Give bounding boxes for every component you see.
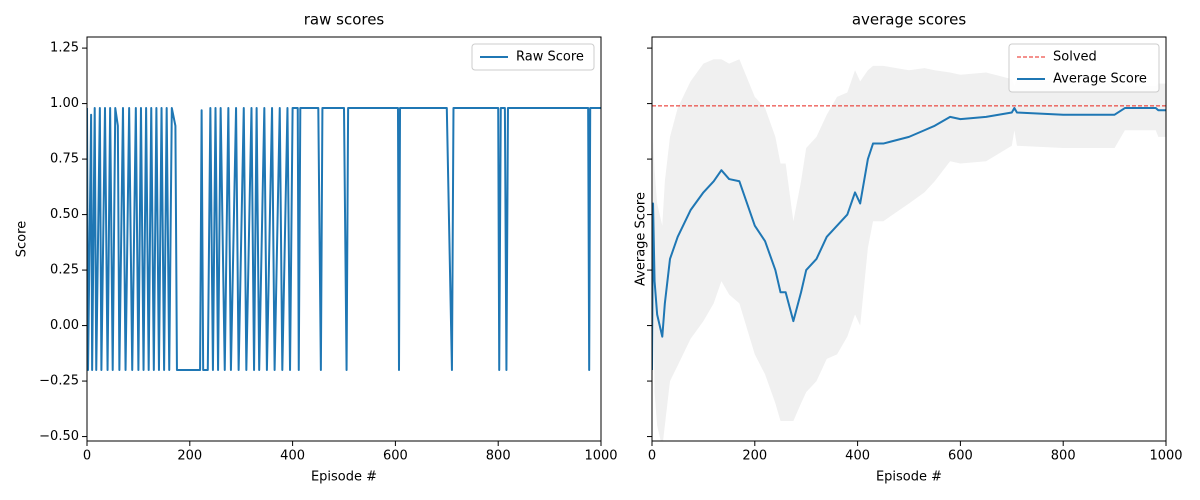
x-tick-label: 0: [648, 449, 656, 464]
x-tick-label: 600: [948, 449, 973, 464]
legend-label: Solved: [1053, 50, 1097, 65]
y-axis-label: Average Score: [634, 192, 649, 286]
x-tick-label: 200: [177, 449, 202, 464]
x-tick-label: 400: [280, 449, 305, 464]
y-tick-label: 1.25: [50, 41, 79, 56]
x-tick-label: 400: [845, 449, 870, 464]
x-tick-label: 1000: [584, 449, 617, 464]
x-tick-label: 0: [83, 449, 91, 464]
x-axis-label: Episode #: [311, 470, 377, 485]
x-tick-label: 200: [742, 449, 767, 464]
legend-box: [1008, 43, 1160, 93]
legend-box: [471, 43, 595, 71]
x-tick-label: 1000: [1149, 449, 1182, 464]
x-tick-label: 600: [383, 449, 408, 464]
axes-frame: [651, 36, 1167, 442]
score-line: [87, 107, 601, 371]
y-tick-label: 0.25: [50, 263, 79, 278]
chart-title: raw scores: [304, 11, 385, 29]
axes-frame: [86, 36, 602, 442]
std-band: [652, 59, 1166, 441]
legend-label: Average Score: [1053, 72, 1147, 87]
chart-title: average scores: [852, 11, 966, 29]
y-tick-label: 0.75: [50, 152, 79, 167]
y-tick-label: 0.50: [50, 207, 79, 222]
y-axis-label: Score: [15, 221, 30, 257]
y-tick-label: 0.00: [50, 318, 79, 333]
x-tick-label: 800: [1051, 449, 1076, 464]
y-tick-label: −0.50: [39, 429, 79, 444]
x-tick-label: 800: [486, 449, 511, 464]
score-line: [652, 107, 1166, 370]
y-tick-label: −0.25: [39, 374, 79, 389]
x-axis-label: Episode #: [876, 470, 942, 485]
y-tick-label: 1.00: [50, 96, 79, 111]
legend-label: Raw Score: [516, 50, 584, 65]
